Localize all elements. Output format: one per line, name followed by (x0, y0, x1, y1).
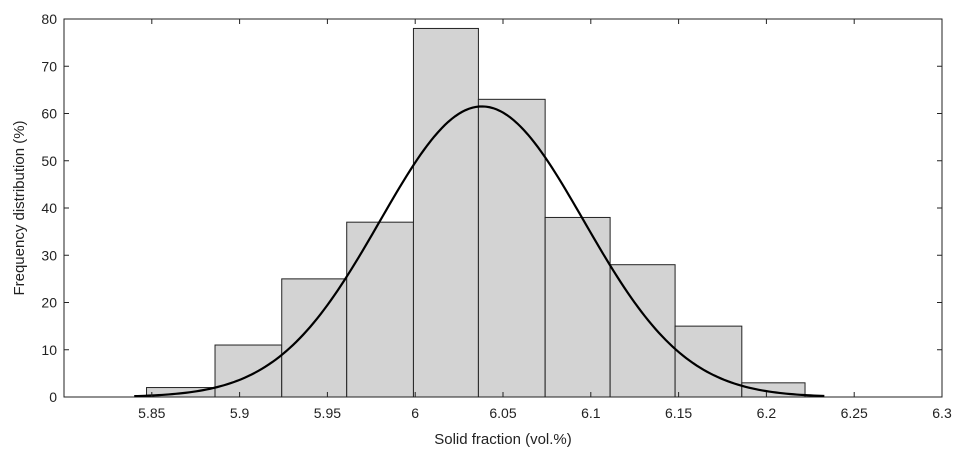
histogram-bar (477, 98, 546, 398)
x-axis-label: Solid fraction (vol.%) (434, 431, 572, 448)
x-axis-ticks: 5.85 5.9 5.95 6 6.05 6.1 6.15 6.2 6.25 6.3 (138, 19, 952, 421)
histogram-bar (281, 278, 348, 398)
x-tick-label: 5.9 (230, 405, 250, 421)
histogram-bar (609, 264, 676, 398)
fit-curve (134, 105, 825, 398)
y-tick-label: 10 (41, 342, 57, 358)
histogram-bar (412, 27, 479, 398)
y-tick-label: 80 (41, 11, 57, 27)
y-tick-label: 40 (41, 200, 57, 216)
bars-group (146, 27, 806, 398)
y-tick-label: 20 (41, 295, 57, 311)
y-tick-label: 70 (41, 58, 57, 74)
y-axis-ticks: 0 10 20 30 40 50 60 70 80 (41, 11, 942, 405)
y-tick-label: 50 (41, 153, 57, 169)
histogram-bar (544, 216, 611, 398)
x-tick-label: 6.15 (665, 405, 692, 421)
y-axis-label: Frequency distribution (%) (11, 120, 28, 295)
histogram-bar (214, 344, 283, 398)
histogram-bar (346, 221, 414, 398)
y-tick-label: 60 (41, 106, 57, 122)
x-tick-label: 6.3 (932, 405, 952, 421)
x-tick-label: 6.1 (581, 405, 601, 421)
x-tick-label: 6.25 (841, 405, 868, 421)
histogram-bar (674, 325, 743, 398)
y-tick-label: 30 (41, 247, 57, 263)
x-tick-label: 5.85 (138, 405, 165, 421)
x-tick-label: 6 (411, 405, 419, 421)
x-tick-label: 5.95 (314, 405, 341, 421)
x-tick-label: 6.05 (489, 405, 516, 421)
y-tick-label: 0 (49, 389, 57, 405)
x-tick-label: 6.2 (757, 405, 777, 421)
